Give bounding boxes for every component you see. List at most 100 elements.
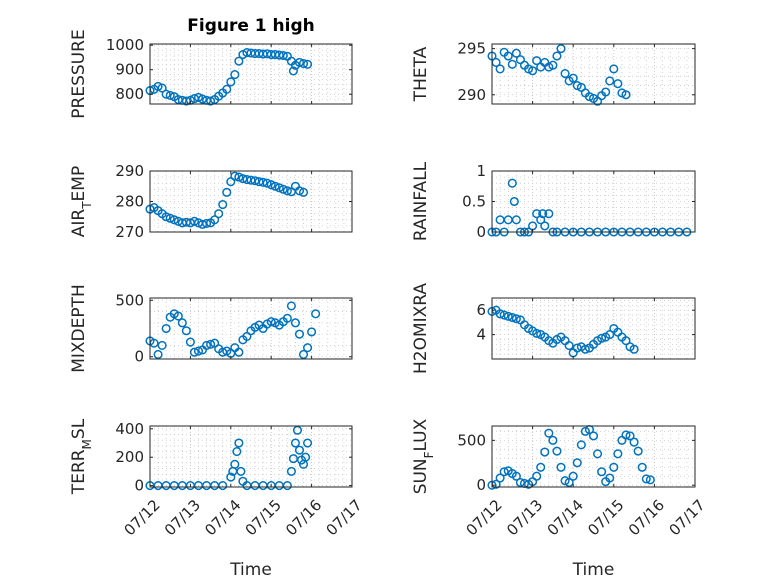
data-point — [507, 312, 517, 323]
data-point — [234, 438, 244, 448]
x-tick-label: 07/14 — [201, 496, 244, 539]
theta-ylabel: THETA — [411, 46, 431, 102]
data-point — [202, 340, 212, 350]
data-point — [621, 90, 631, 100]
data-point — [621, 336, 631, 346]
data-point — [633, 446, 643, 456]
air-temp-panel: 270 280 290 AIRTEMP — [69, 162, 353, 241]
data-point — [189, 216, 199, 226]
data-point — [222, 84, 232, 94]
data-point — [499, 467, 509, 477]
y-tick-label: 400 — [115, 420, 144, 438]
y-tick-label: 500 — [457, 431, 486, 449]
data-point — [532, 471, 542, 481]
x-tick-label: 07/16 — [282, 496, 325, 539]
data-point — [234, 56, 244, 66]
data-point — [234, 347, 244, 357]
data-point — [161, 212, 171, 222]
data-point — [294, 329, 305, 339]
data-point — [214, 209, 224, 219]
h2omixra-axes-box — [491, 297, 696, 360]
y-tick-label: 295 — [457, 40, 486, 58]
data-point — [511, 48, 521, 58]
data-point — [597, 333, 607, 343]
terr-msl-plot-area — [150, 426, 352, 487]
y-tick-label: 290 — [115, 162, 144, 180]
data-point — [509, 196, 519, 207]
data-point — [307, 327, 317, 337]
x-tick-label: 07/13 — [503, 496, 546, 539]
data-point — [173, 311, 183, 321]
data-point — [564, 341, 574, 351]
data-point — [511, 314, 521, 324]
sun-flux-xlabel: Time — [572, 560, 615, 580]
data-point — [515, 477, 525, 488]
data-point — [165, 213, 175, 223]
data-point — [177, 318, 187, 328]
data-point — [298, 59, 309, 69]
data-point — [286, 466, 296, 476]
data-point — [169, 215, 179, 225]
data-point — [294, 57, 305, 67]
data-point — [266, 317, 276, 327]
data-point — [532, 328, 542, 338]
y-tick-label: 0 — [476, 476, 486, 494]
data-point — [230, 70, 240, 80]
data-point — [609, 462, 619, 472]
data-point — [548, 60, 558, 70]
y-tick-label: 1 — [476, 162, 486, 180]
data-point — [218, 481, 228, 491]
data-point — [236, 466, 246, 476]
data-point — [588, 431, 599, 441]
air-temp-ylabel: AIRTEMP — [69, 166, 94, 237]
data-point — [206, 96, 216, 106]
data-point — [601, 87, 611, 97]
data-point — [300, 452, 311, 462]
data-point — [495, 309, 505, 319]
data-point — [556, 462, 566, 472]
data-point — [230, 171, 240, 181]
figure-title: Figure 1 high — [187, 16, 315, 36]
data-point — [536, 215, 546, 225]
sun-flux-axes-box — [491, 425, 696, 488]
data-point — [222, 187, 232, 197]
data-point — [625, 431, 635, 441]
h2omixra-ylabel: H2OMIXRA — [411, 283, 431, 374]
terr-msl-ylabel: TERRMSL — [69, 418, 94, 495]
data-point — [540, 447, 550, 457]
data-point — [499, 310, 509, 320]
data-point — [298, 349, 309, 360]
data-point — [282, 481, 292, 491]
data-point — [540, 221, 550, 231]
x-tick-label: 07/16 — [625, 496, 668, 539]
data-point — [226, 472, 236, 482]
data-point — [629, 437, 639, 447]
data-point — [282, 313, 292, 323]
y-tick-label: 0 — [134, 477, 144, 495]
y-tick-label: 0 — [134, 348, 144, 366]
y-tick-label: 0.5 — [462, 193, 486, 211]
pressure-axes-box — [149, 43, 353, 105]
data-point — [544, 428, 554, 438]
data-point — [282, 186, 292, 196]
mixdepth-panel: 0 500 MIXDEPTH — [69, 284, 353, 373]
terr-msl-xlabel: Time — [229, 560, 272, 580]
terr-msl-axes-box — [149, 425, 353, 488]
data-point — [234, 172, 244, 182]
data-point — [564, 477, 574, 488]
data-point — [298, 187, 309, 197]
pressure-panel: 800 900 1000 PRESSURE — [69, 29, 353, 119]
data-point — [507, 178, 517, 188]
data-point — [218, 200, 228, 210]
data-point — [157, 340, 167, 350]
x-tick-label: 07/14 — [544, 496, 587, 539]
data-point — [568, 471, 578, 481]
data-point — [290, 438, 300, 448]
data-point — [609, 64, 619, 74]
data-point — [605, 76, 615, 86]
data-point — [258, 177, 268, 187]
